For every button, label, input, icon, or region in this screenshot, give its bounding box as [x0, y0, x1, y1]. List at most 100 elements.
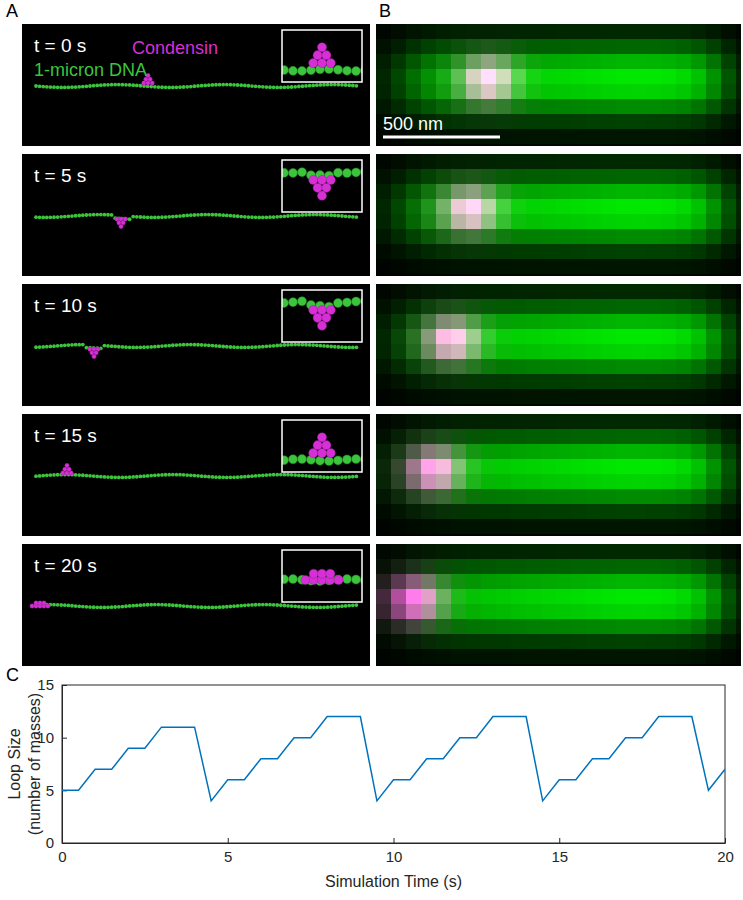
- image-pixel: [661, 404, 676, 406]
- image-pixel: [691, 489, 706, 504]
- image-pixel: [586, 544, 601, 559]
- image-pixel: [376, 534, 391, 536]
- dna-bead: [88, 84, 92, 88]
- image-pixel: [631, 459, 646, 474]
- image-pixel: [631, 199, 646, 214]
- image-pixel: [511, 39, 526, 54]
- image-pixel: [421, 69, 436, 84]
- image-pixel: [496, 559, 511, 574]
- image-pixel: [691, 374, 706, 389]
- image-pixel: [391, 54, 406, 69]
- dna-bead: [34, 474, 38, 478]
- dna-bead: [70, 604, 74, 608]
- dna-bead: [189, 605, 193, 609]
- image-pixel: [631, 69, 646, 84]
- image-pixel: [511, 619, 526, 634]
- image-pixel: [691, 274, 706, 276]
- image-pixel: [481, 489, 496, 504]
- image-pixel: [586, 329, 601, 344]
- image-pixel: [571, 54, 586, 69]
- image-pixel: [721, 519, 736, 534]
- image-pixel: [706, 544, 721, 559]
- image-pixel: [586, 314, 601, 329]
- image-pixel: [586, 444, 601, 459]
- dna-bead: [221, 345, 225, 349]
- dna-bead: [351, 84, 355, 88]
- image-pixel: [376, 284, 391, 299]
- image-pixel: [646, 519, 661, 534]
- dna-bead: [261, 473, 265, 477]
- image-pixel: [406, 404, 421, 406]
- dna-bead: [171, 215, 175, 219]
- image-pixel: [481, 344, 496, 359]
- image-pixel: [721, 114, 736, 129]
- image-pixel: [496, 574, 511, 589]
- image-pixel: [406, 229, 421, 244]
- image-pixel: [571, 299, 586, 314]
- image-pixel: [511, 329, 526, 344]
- image-pixel: [556, 489, 571, 504]
- image-pixel: [646, 459, 661, 474]
- dna-bead: [265, 215, 269, 219]
- dna-bead: [113, 475, 117, 479]
- image-pixel: [571, 214, 586, 229]
- dna-bead: [293, 214, 297, 218]
- image-pixel: [631, 144, 646, 146]
- dna-bead: [254, 474, 258, 478]
- image-pixel: [691, 589, 706, 604]
- image-pixel: [541, 244, 556, 259]
- x-tick-label: 0: [58, 848, 66, 865]
- dna-bead: [157, 603, 161, 607]
- image-pixel: [391, 444, 406, 459]
- image-pixel: [466, 199, 481, 214]
- y-tick-label: 5: [46, 782, 54, 799]
- image-pixel: [466, 559, 481, 574]
- image-pixel: [391, 299, 406, 314]
- image-pixel: [376, 429, 391, 444]
- image-pixel: [601, 359, 616, 374]
- image-pixel: [601, 114, 616, 129]
- image-pixel: [721, 259, 736, 274]
- dna-bead: [38, 474, 42, 478]
- dna-bead: [344, 83, 348, 87]
- dna-bead: [92, 605, 96, 609]
- inset-dna-bead: [298, 455, 307, 464]
- image-pixel: [736, 344, 741, 359]
- image-pixel: [631, 284, 646, 299]
- image-pixel: [406, 144, 421, 146]
- image-pixel: [586, 604, 601, 619]
- image-pixel: [736, 184, 741, 199]
- panel-a-row: t = 0 sCondensin1-micron DNA: [22, 24, 370, 146]
- image-pixel: [736, 229, 741, 244]
- image-pixel: [436, 169, 451, 184]
- image-pixel: [556, 229, 571, 244]
- image-pixel: [451, 259, 466, 274]
- image-pixel: [451, 54, 466, 69]
- image-pixel: [496, 504, 511, 519]
- inset-dna-bead: [352, 297, 361, 306]
- x-tick-label: 10: [386, 848, 403, 865]
- image-pixel: [421, 519, 436, 534]
- y-tick-mark: [62, 843, 67, 844]
- image-pixel: [571, 344, 586, 359]
- dna-bead: [272, 603, 276, 607]
- image-pixel: [541, 619, 556, 634]
- image-pixel: [676, 69, 691, 84]
- image-pixel: [466, 389, 481, 404]
- dna-bead: [128, 83, 132, 87]
- image-pixel: [736, 374, 741, 389]
- image-pixel: [376, 389, 391, 404]
- image-pixel: [571, 519, 586, 534]
- image-pixel: [691, 54, 706, 69]
- dna-bead: [74, 473, 78, 477]
- image-pixel: [616, 259, 631, 274]
- inset-background: [282, 420, 362, 472]
- image-pixel: [691, 459, 706, 474]
- image-pixel: [376, 244, 391, 259]
- image-pixel: [736, 244, 741, 259]
- dna-bead: [319, 475, 323, 479]
- inset-background: [282, 550, 362, 602]
- image-pixel: [481, 429, 496, 444]
- image-pixel: [406, 184, 421, 199]
- dna-bead: [139, 345, 143, 349]
